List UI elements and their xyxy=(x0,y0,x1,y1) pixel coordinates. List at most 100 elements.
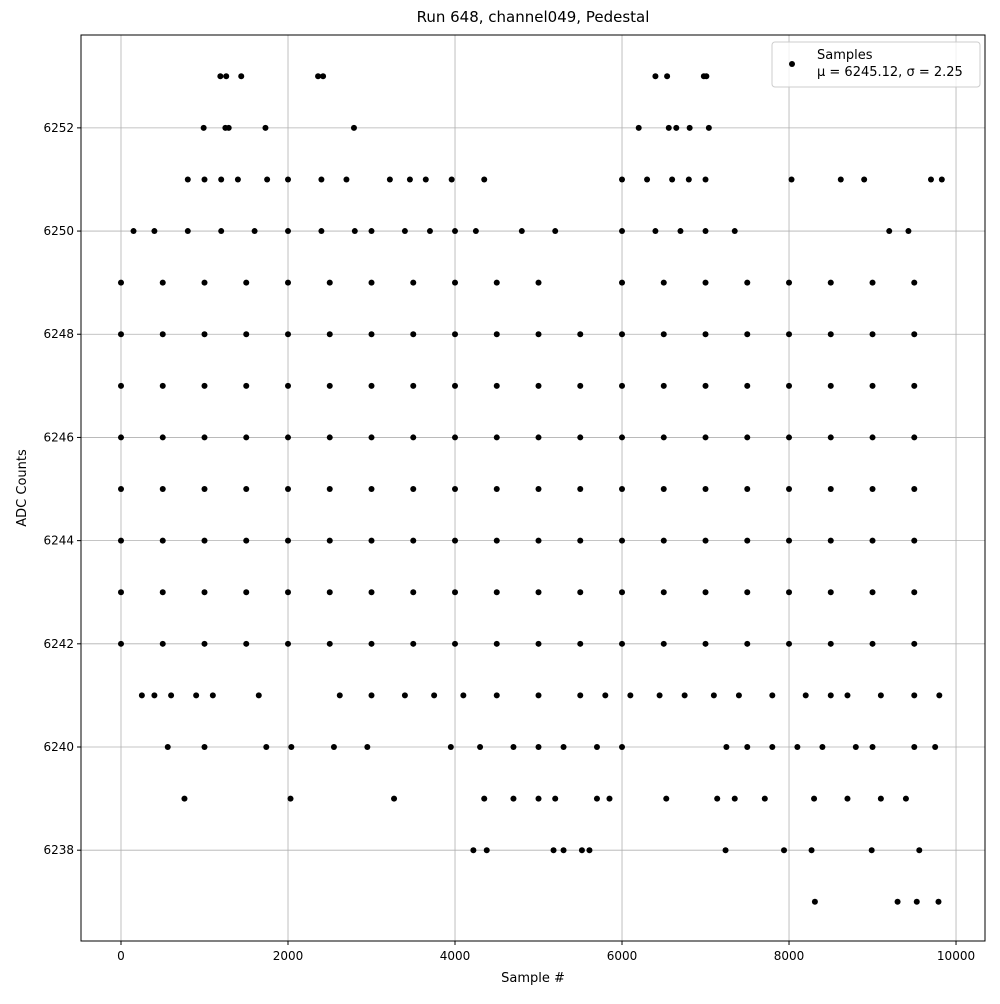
point xyxy=(786,279,793,286)
point xyxy=(660,486,667,493)
point xyxy=(209,692,216,699)
point xyxy=(619,279,626,286)
point xyxy=(452,331,459,338)
y-tick-label: 6246 xyxy=(43,430,74,444)
point xyxy=(869,486,876,493)
point xyxy=(911,382,918,389)
point xyxy=(285,279,292,286)
point xyxy=(368,692,375,699)
point xyxy=(786,434,793,441)
ticks: 0 2000 4000 6000 8000 10000 6238 6240 6242 6244 62… xyxy=(43,121,975,963)
point xyxy=(336,692,343,699)
point xyxy=(201,537,208,544)
x-tick-label: 8000 xyxy=(774,949,805,963)
point xyxy=(744,382,751,389)
point xyxy=(686,124,693,131)
point xyxy=(493,589,500,596)
point xyxy=(578,847,585,854)
point xyxy=(181,795,188,802)
point xyxy=(243,382,250,389)
point xyxy=(535,331,542,338)
point xyxy=(159,537,166,544)
point xyxy=(368,434,375,441)
point xyxy=(243,640,250,647)
point xyxy=(410,382,417,389)
point xyxy=(827,589,834,596)
point xyxy=(911,744,918,751)
point xyxy=(223,73,230,80)
point xyxy=(159,434,166,441)
point xyxy=(577,537,584,544)
point xyxy=(401,228,408,235)
point xyxy=(577,382,584,389)
point xyxy=(320,73,327,80)
point xyxy=(201,640,208,647)
point xyxy=(702,434,709,441)
point xyxy=(744,434,751,441)
point xyxy=(510,795,517,802)
point xyxy=(911,279,918,286)
point xyxy=(243,486,250,493)
point xyxy=(350,124,357,131)
point xyxy=(493,640,500,647)
point xyxy=(936,692,943,699)
point xyxy=(472,228,479,235)
point xyxy=(184,228,191,235)
point xyxy=(117,382,124,389)
x-tick-label: 4000 xyxy=(440,949,471,963)
point xyxy=(844,692,851,699)
point xyxy=(663,795,670,802)
point xyxy=(627,692,634,699)
point xyxy=(535,537,542,544)
point xyxy=(493,486,500,493)
point xyxy=(911,589,918,596)
x-tick-label: 6000 xyxy=(607,949,638,963)
point xyxy=(117,331,124,338)
point xyxy=(426,228,433,235)
point xyxy=(117,279,124,286)
point xyxy=(869,640,876,647)
point xyxy=(911,692,918,699)
point xyxy=(761,795,768,802)
point xyxy=(326,640,333,647)
point xyxy=(201,589,208,596)
y-tick-label: 6242 xyxy=(43,637,74,651)
point xyxy=(811,898,818,905)
point xyxy=(326,589,333,596)
point xyxy=(660,331,667,338)
x-axis-label: Sample # xyxy=(501,971,565,986)
point xyxy=(652,73,659,80)
point xyxy=(731,228,738,235)
x-tick-label: 10000 xyxy=(937,949,975,963)
y-tick-label: 6248 xyxy=(43,327,74,341)
point xyxy=(744,279,751,286)
point xyxy=(644,176,651,183)
point xyxy=(619,537,626,544)
point xyxy=(535,640,542,647)
point xyxy=(619,228,626,235)
point xyxy=(811,795,818,802)
point xyxy=(869,382,876,389)
point xyxy=(483,847,490,854)
point xyxy=(410,486,417,493)
point xyxy=(905,228,912,235)
point xyxy=(827,486,834,493)
point xyxy=(710,692,717,699)
point xyxy=(877,692,884,699)
point xyxy=(285,228,292,235)
point xyxy=(130,228,137,235)
point xyxy=(452,382,459,389)
point xyxy=(786,537,793,544)
point xyxy=(201,744,208,751)
point xyxy=(560,744,567,751)
point xyxy=(368,279,375,286)
point xyxy=(285,176,292,183)
point xyxy=(285,331,292,338)
point xyxy=(493,692,500,699)
point xyxy=(251,228,258,235)
point xyxy=(656,692,663,699)
point xyxy=(159,589,166,596)
point xyxy=(217,73,224,80)
point xyxy=(723,744,730,751)
